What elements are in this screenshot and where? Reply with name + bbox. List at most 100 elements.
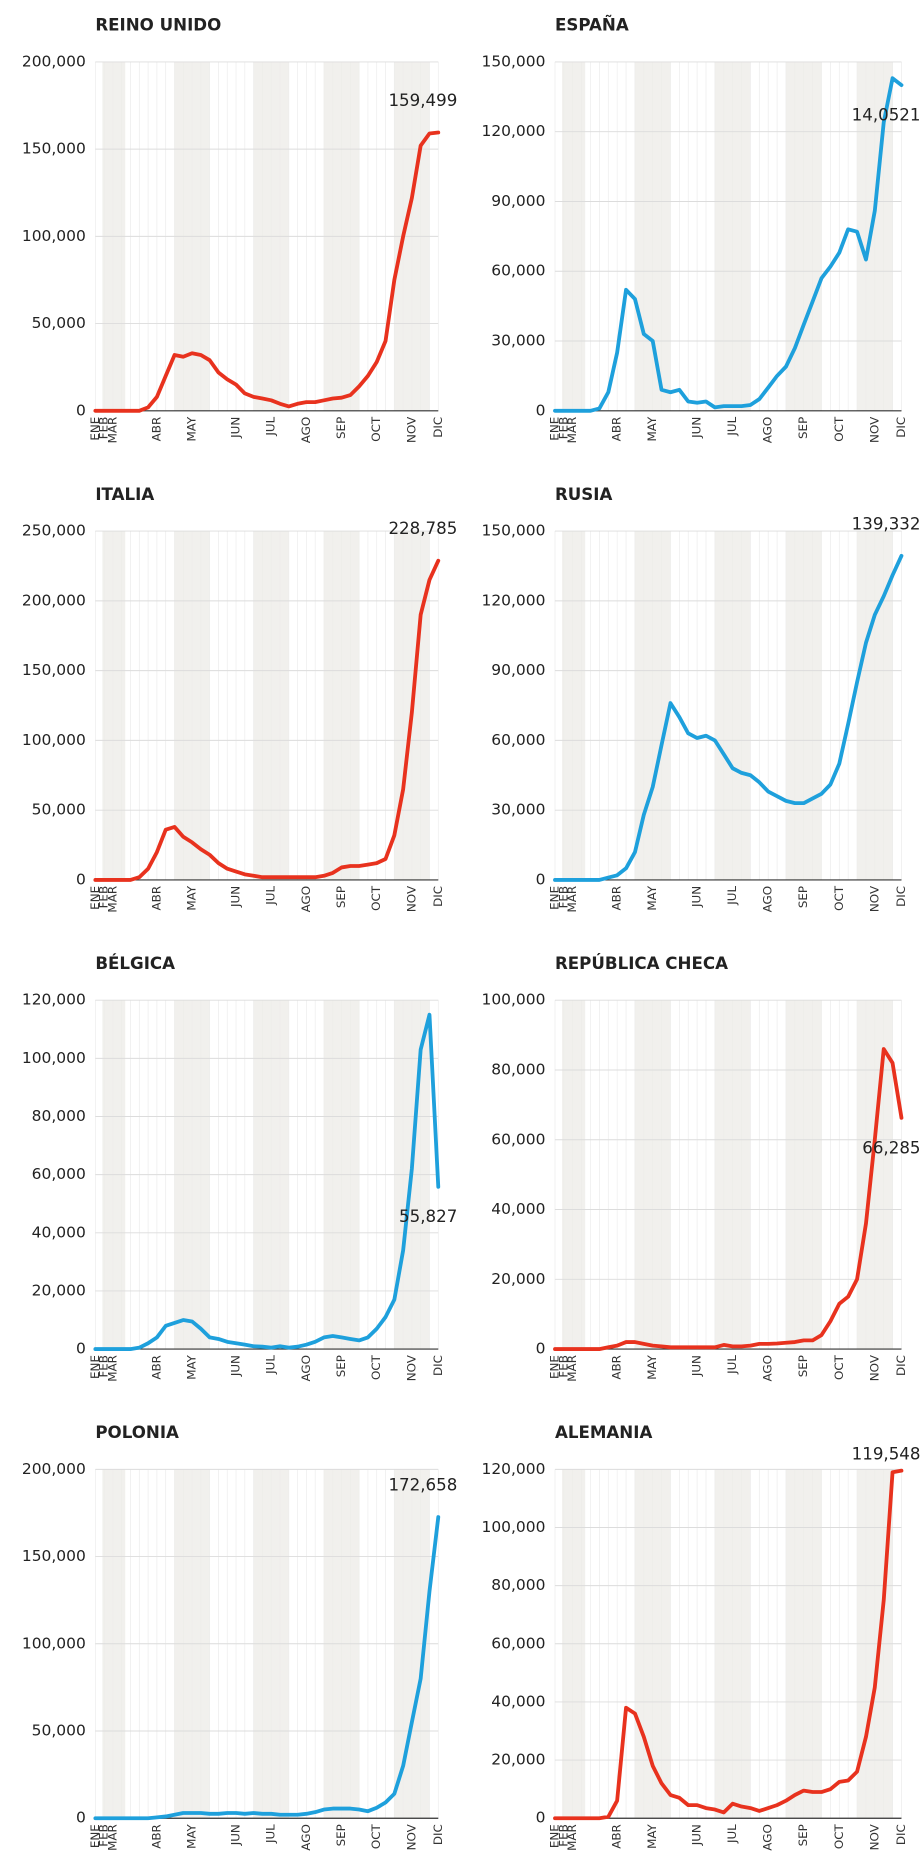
x-tick-label: ENE [547, 1355, 561, 1379]
chart-title: REPÚBLICA CHECA [555, 954, 728, 973]
x-tick-label: NOV [404, 416, 418, 443]
y-tick-label: 0 [536, 401, 546, 419]
x-tick-label: SEP [796, 886, 810, 908]
x-tick-label: AGO [761, 417, 775, 444]
x-tick-label: MAR [565, 1355, 579, 1382]
month-band [714, 1000, 751, 1350]
x-tick-label: NOV [404, 1823, 418, 1850]
x-tick-label: MAY [185, 885, 199, 910]
x-tick-label: AGO [299, 1824, 313, 1851]
y-tick-label: 90,000 [491, 192, 545, 210]
x-tick-label: AGO [299, 417, 313, 443]
x-tick-label: SEP [334, 417, 348, 439]
data-line [93, 130, 441, 413]
x-tick-label: MAR [105, 417, 119, 444]
x-tick-label: MAR [565, 1824, 579, 1851]
annotation: 228,785 [388, 519, 457, 538]
x-tick-label: ABR [610, 886, 624, 911]
x-tick-label: OCT [832, 416, 846, 442]
annotation: 55,827 [399, 1207, 457, 1226]
y-tick-label: 100,000 [481, 991, 545, 1009]
data-line [93, 558, 441, 882]
y-tick-label: 0 [536, 1809, 546, 1827]
month-band [857, 61, 893, 411]
y-tick-label: 150,000 [481, 522, 545, 540]
y-tick-label: 90,000 [491, 661, 545, 679]
x-tick-label: ABR [149, 1824, 163, 1849]
month-band [785, 1000, 822, 1350]
x-tick-label: AGO [299, 1355, 313, 1382]
x-tick-label: DIC [894, 417, 908, 438]
x-tick-label: SEP [334, 1824, 348, 1846]
x-tick-label: AGO [761, 886, 775, 913]
x-tick-label: OCT [832, 1823, 846, 1849]
y-tick-label: 40,000 [491, 1200, 545, 1218]
x-tick-label: ENE [88, 886, 102, 910]
y-tick-label: 0 [536, 1340, 546, 1358]
chart-title: ESPAÑA [555, 16, 629, 35]
y-tick-label: 0 [76, 1809, 86, 1827]
x-tick-label: DIC [431, 1824, 445, 1845]
data-line [93, 1012, 441, 1351]
x-tick-label: DIC [894, 886, 908, 907]
x-tick-label: DIC [431, 886, 445, 907]
x-tick-label: OCT [832, 1354, 846, 1380]
x-tick-label: SEP [334, 886, 348, 908]
y-tick-label: 80,000 [32, 1107, 86, 1125]
x-tick-label: FEB [556, 1824, 570, 1847]
y-tick-label: 100,000 [22, 227, 86, 245]
y-tick-label: 80,000 [491, 1576, 545, 1594]
x-tick-label: JUL [725, 416, 739, 436]
x-tick-label: JUL [725, 886, 739, 906]
x-tick-label: NOV [867, 416, 881, 443]
x-tick-label: MAY [645, 885, 659, 910]
month-band [634, 61, 671, 411]
month-band [102, 531, 126, 880]
x-tick-label: OCT [832, 885, 846, 911]
month-band [634, 1000, 671, 1350]
x-tick-label: JUL [725, 1355, 739, 1375]
y-tick-label: 20,000 [491, 1751, 545, 1769]
y-tick-label: 100,000 [22, 1634, 86, 1652]
x-tick-label: FEB [556, 1355, 570, 1378]
y-tick-label: 20,000 [491, 1270, 545, 1288]
annotation: 119,548 [852, 1445, 921, 1464]
x-tick-label: JUL [264, 886, 278, 906]
y-tick-label: 60,000 [491, 731, 545, 749]
chart-title: ITALIA [95, 485, 154, 504]
y-tick-label: 200,000 [22, 1460, 86, 1478]
y-tick-label: 250,000 [22, 522, 86, 540]
x-tick-label: MAR [105, 886, 119, 913]
month-band [323, 531, 360, 880]
y-tick-label: 50,000 [32, 801, 86, 819]
y-tick-label: 0 [536, 870, 546, 888]
data-line [553, 1047, 904, 1351]
x-tick-label: SEP [796, 1824, 810, 1846]
x-tick-label: MAY [185, 1354, 199, 1379]
x-tick-label: ABR [149, 417, 163, 442]
x-tick-label: JUN [229, 1824, 243, 1846]
x-tick-label: ENE [547, 417, 561, 441]
y-tick-label: 120,000 [22, 991, 86, 1009]
y-tick-label: 50,000 [32, 1722, 86, 1740]
x-tick-label: MAY [645, 1823, 659, 1848]
x-tick-label: NOV [404, 1354, 418, 1381]
x-tick-label: MAR [565, 886, 579, 913]
annotation: 66,285 [862, 1138, 920, 1157]
annotation: 159,499 [388, 91, 457, 110]
y-tick-label: 120,000 [481, 591, 545, 609]
y-tick-label: 30,000 [491, 332, 545, 350]
y-tick-label: 0 [76, 870, 86, 888]
y-tick-label: 60,000 [491, 1130, 545, 1148]
x-tick-label: NOV [867, 885, 881, 912]
x-tick-label: OCT [369, 885, 383, 911]
x-tick-label: AGO [761, 1355, 775, 1382]
y-tick-label: 100,000 [22, 731, 86, 749]
y-tick-label: 150,000 [481, 52, 545, 70]
month-band [785, 531, 822, 880]
month-band [714, 531, 751, 880]
x-tick-label: AGO [761, 1824, 775, 1851]
x-tick-label: SEP [334, 1355, 348, 1377]
month-band [253, 531, 289, 880]
y-tick-label: 60,000 [491, 262, 545, 280]
